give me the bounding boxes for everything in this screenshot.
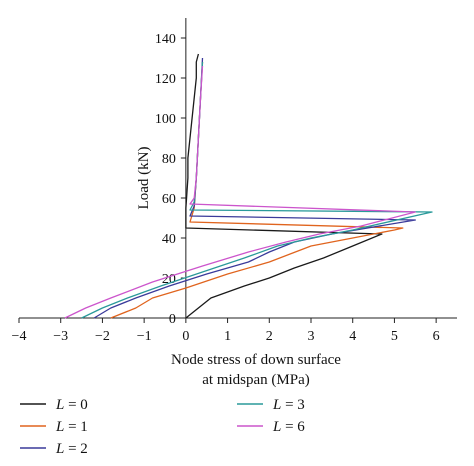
series-line-1 (185, 53, 383, 319)
y-tick-label: 100 (155, 112, 176, 127)
x-tick-label: 1 (224, 329, 231, 344)
x-axis-title-line2: at midspan (MPa) (202, 372, 309, 388)
y-tick-label: 140 (155, 32, 176, 47)
legend-label: L = 0 (55, 397, 88, 413)
legend: L = 0 L = 1 L = 2 L = 3 L = 6 (20, 397, 305, 457)
legend-label: L = 1 (55, 419, 88, 435)
axes (19, 18, 457, 319)
x-tick-label: 6 (433, 329, 440, 344)
x-tick-label: 5 (391, 329, 398, 344)
y-tick-label: 40 (162, 232, 176, 247)
x-tick-label: 3 (308, 329, 315, 344)
y-tick-label: 80 (162, 152, 176, 167)
legend-label: L = 6 (272, 419, 305, 435)
x-tick-label: 2 (266, 329, 273, 344)
series-line-4 (81, 61, 433, 319)
y-tick-label: 60 (162, 192, 176, 207)
series-lines (64, 53, 433, 319)
y-tick-label: 0 (169, 312, 176, 327)
series-line-2 (110, 61, 404, 319)
x-tick-label: −4 (12, 329, 27, 344)
x-axis-title-line1: Node stress of down surface (171, 352, 341, 368)
y-tick-label: 120 (155, 72, 176, 87)
legend-label: L = 3 (272, 397, 305, 413)
x-tick-label: 4 (349, 329, 356, 344)
series-line-5 (64, 65, 416, 319)
x-tick-label: −2 (95, 329, 110, 344)
x-tick-label: 0 (182, 329, 189, 344)
x-tick-label: −1 (137, 329, 152, 344)
x-tick-label: −3 (53, 329, 68, 344)
legend-label: L = 2 (55, 441, 88, 457)
y-axis-title: Load (kN) (136, 147, 152, 210)
